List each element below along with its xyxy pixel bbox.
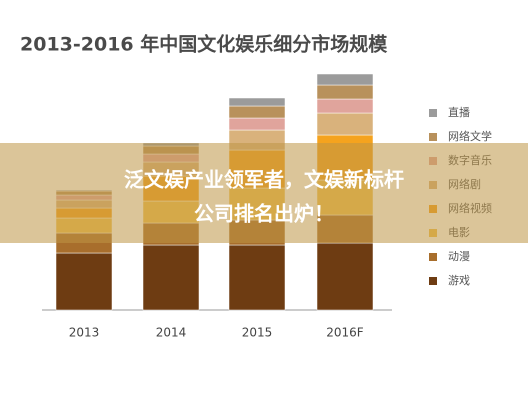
- bar-segment: [142, 244, 200, 311]
- bar-segment: [316, 84, 374, 100]
- x-tick-label: 2015: [242, 326, 273, 340]
- bar-segment: [316, 73, 374, 86]
- overlay-band: [0, 143, 528, 243]
- legend-swatch: [429, 109, 437, 117]
- legend-swatch: [429, 253, 437, 261]
- legend-label: 网络文学: [448, 129, 492, 143]
- legend-label: 动漫: [448, 249, 470, 263]
- x-tick-label: 2014: [156, 326, 187, 340]
- bar-segment: [228, 244, 286, 311]
- bar-segment: [316, 98, 374, 114]
- overlay-line: 泛文娱产业领军者，文娱新标杆: [124, 168, 404, 192]
- legend-label: 直播: [448, 105, 470, 119]
- chart-title: 2013-2016 年中国文化娱乐细分市场规模: [20, 33, 388, 56]
- bar-segment: [228, 97, 286, 107]
- legend-swatch: [429, 277, 437, 285]
- bar-segment: [55, 252, 113, 311]
- bar-segment: [316, 242, 374, 311]
- x-tick-label: 2013: [69, 326, 100, 340]
- x-tick-label: 2016F: [326, 326, 364, 340]
- legend-label: 游戏: [448, 274, 470, 287]
- bar-segment: [228, 117, 286, 131]
- bar-segment: [316, 112, 374, 136]
- bar-segment: [228, 105, 286, 119]
- legend-swatch: [429, 133, 437, 141]
- overlay-line: 公司排名出炉！: [194, 202, 334, 226]
